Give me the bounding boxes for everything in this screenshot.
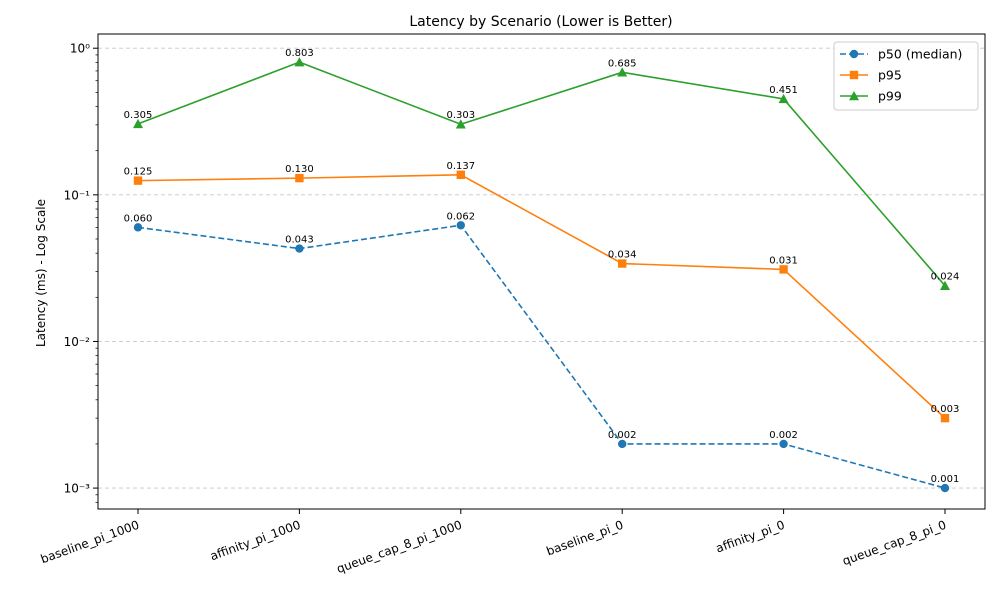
- legend: p50 (median) p95 p99: [833, 41, 979, 111]
- data-point: [940, 413, 950, 423]
- data-point: [618, 439, 627, 449]
- data-point: [455, 119, 466, 129]
- grid-lines: [98, 47, 985, 489]
- legend-entry: p95: [878, 68, 902, 83]
- y-tick-label: 10⁻¹: [64, 188, 91, 202]
- data-label: 0.685: [608, 58, 637, 69]
- data-point: [940, 483, 950, 493]
- data-point: [456, 170, 465, 179]
- data-point: [295, 173, 304, 183]
- data-point: [294, 57, 305, 67]
- data-point: [849, 91, 859, 101]
- data-label: 0.002: [608, 430, 637, 441]
- series-line: [137, 173, 946, 419]
- data-label: 0.305: [124, 110, 153, 121]
- data-label: 0.034: [608, 250, 637, 261]
- data-label: 0.003: [931, 404, 960, 415]
- data-point: [618, 259, 627, 268]
- y-tick-label: 10⁻²: [64, 335, 91, 349]
- data-labels: 0.060 0.043 0.062 0.002 0.002 0.001 0.125 0.130…: [124, 48, 960, 485]
- data-label: 0.031: [769, 255, 798, 266]
- data-point: [849, 70, 859, 80]
- data-label: 0.125: [124, 167, 153, 178]
- data-point: [849, 49, 859, 59]
- data-point: [133, 223, 143, 232]
- data-label: 0.060: [124, 213, 153, 224]
- legend-entry: p50 (median): [878, 47, 962, 62]
- data-label: 0.303: [446, 110, 475, 121]
- data-point: [940, 280, 950, 290]
- data-label: 0.002: [769, 430, 798, 441]
- series-layer: [133, 57, 950, 493]
- y-tick-label: 10⁰: [70, 42, 90, 56]
- series-line: [137, 61, 946, 287]
- data-label: 0.024: [931, 272, 960, 283]
- data-point: [295, 244, 304, 253]
- data-label: 0.043: [285, 235, 314, 246]
- data-label: 0.001: [931, 474, 960, 485]
- legend-box: [833, 41, 979, 111]
- y-axis-label: Latency (ms) - Log Scale: [34, 199, 48, 347]
- data-label: 0.451: [769, 85, 798, 96]
- data-label: 0.137: [446, 161, 475, 172]
- data-label: 0.062: [446, 211, 475, 222]
- data-point: [133, 176, 143, 185]
- data-point: [778, 93, 789, 104]
- chart-title: Latency by Scenario (Lower is Better): [409, 14, 672, 30]
- data-point: [617, 67, 628, 77]
- legend-entry: p99: [878, 89, 902, 104]
- series-line: [137, 224, 946, 489]
- data-point: [779, 439, 788, 449]
- data-point: [133, 118, 143, 129]
- data-point: [779, 265, 788, 274]
- data-label: 0.130: [285, 164, 314, 175]
- y-tick-label: 10⁻³: [64, 482, 91, 496]
- data-point: [456, 221, 465, 230]
- data-label: 0.803: [285, 48, 314, 59]
